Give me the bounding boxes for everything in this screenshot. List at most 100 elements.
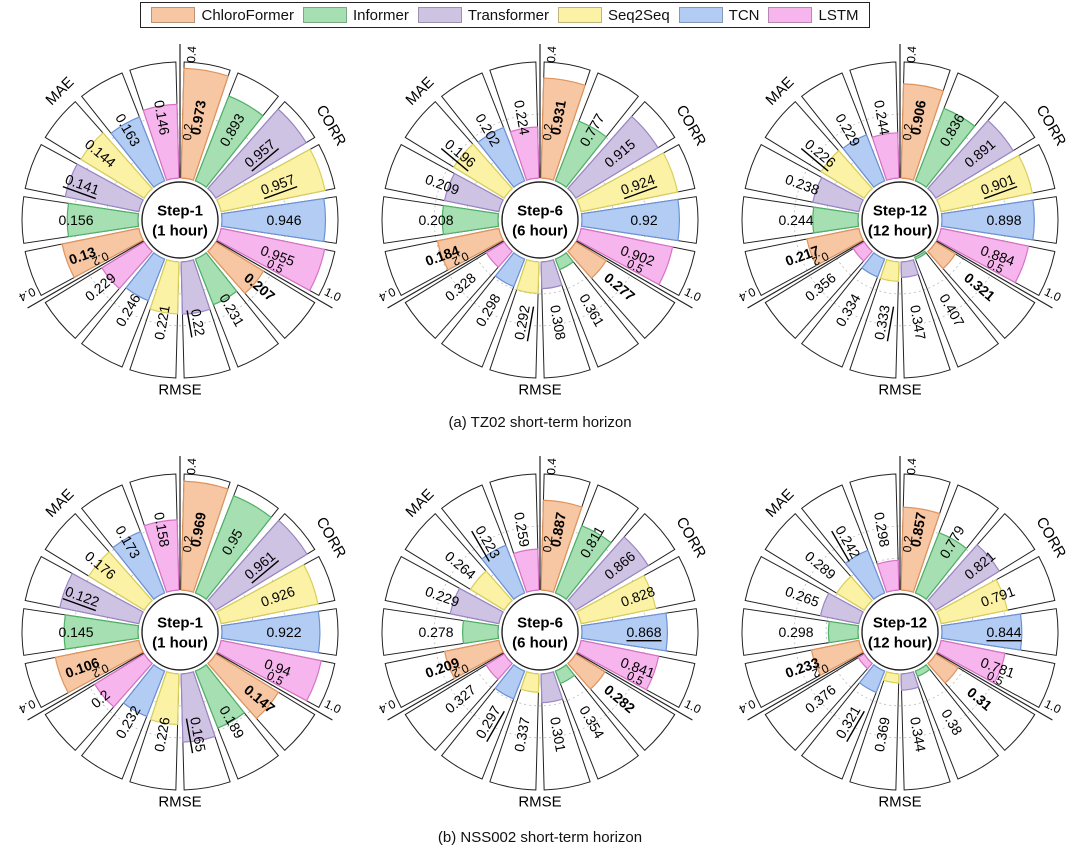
corr-bar bbox=[566, 115, 659, 199]
rmse-bar bbox=[861, 252, 886, 278]
mae-bar bbox=[827, 620, 860, 644]
legend-item: ChloroFormer bbox=[151, 7, 294, 24]
corr-bar bbox=[206, 108, 308, 199]
corr-bar bbox=[216, 563, 319, 625]
rmse-bar bbox=[206, 653, 280, 720]
rmse-bar bbox=[149, 671, 180, 726]
corr-bar bbox=[216, 227, 326, 292]
rmse-value-label: 0.344 bbox=[907, 716, 929, 753]
corr-bar bbox=[936, 639, 1006, 684]
corr-tick-label: 1.0 bbox=[322, 697, 343, 717]
corr-bar bbox=[926, 543, 1001, 611]
rmse-value-label: 0.277 bbox=[601, 269, 638, 304]
mae-bar bbox=[87, 551, 154, 611]
mae-bar bbox=[59, 572, 144, 625]
mae-bar bbox=[820, 149, 874, 199]
corr-bar bbox=[900, 506, 941, 593]
rmse-bar bbox=[914, 664, 931, 678]
corr-axis-label: CORR bbox=[673, 514, 710, 561]
rmse-bar bbox=[566, 241, 608, 280]
mae-bar bbox=[443, 639, 504, 680]
corr-tick-label: 0.5 bbox=[265, 668, 286, 688]
step-hours-label: (6 hour) bbox=[512, 635, 568, 652]
mae-bar bbox=[835, 575, 874, 611]
corr-bar bbox=[576, 639, 660, 691]
mae-bar bbox=[876, 559, 900, 593]
step-hours-label: (6 hour) bbox=[512, 223, 568, 240]
mae-bar bbox=[54, 639, 144, 694]
sector-divider bbox=[747, 652, 864, 721]
mae-bar bbox=[452, 143, 514, 199]
rmse-bar bbox=[900, 259, 919, 278]
legend-swatch bbox=[417, 7, 462, 23]
mae-bar bbox=[509, 126, 540, 181]
mae-bar bbox=[441, 204, 500, 236]
mae-value-label: 0.224 bbox=[511, 99, 533, 136]
step-hours-label: (1 hour) bbox=[152, 223, 208, 240]
rmse-bar bbox=[554, 252, 575, 271]
center-circle bbox=[861, 593, 939, 671]
corr-tick-label: 0.5 bbox=[985, 256, 1006, 276]
rmse-bar bbox=[857, 653, 874, 670]
center-circle bbox=[141, 181, 219, 259]
rmse-tick-label: 0.4 bbox=[736, 697, 757, 717]
rmse-tick-label: 0.2 bbox=[810, 661, 831, 681]
rmse-bar bbox=[206, 241, 265, 295]
mae-value-label: 0.156 bbox=[58, 212, 93, 228]
corr-tick-label: 1.0 bbox=[322, 285, 343, 305]
mae-bar bbox=[142, 103, 180, 181]
corr-bar bbox=[940, 613, 1023, 651]
step-hours-label: (1 hour) bbox=[152, 635, 208, 652]
corr-bar bbox=[580, 198, 680, 242]
rmse-bar bbox=[852, 241, 874, 262]
legend-label: ChloroFormer bbox=[201, 6, 295, 24]
mae-tick-label: 0.2 bbox=[180, 535, 195, 553]
mae-value-label: 0.259 bbox=[511, 511, 533, 548]
rmse-bar bbox=[122, 664, 166, 718]
rmse-bar bbox=[194, 664, 246, 729]
corr-value-label: 0.844 bbox=[986, 624, 1021, 640]
rmse-bar bbox=[149, 259, 180, 315]
rmse-axis-label: RMSE bbox=[518, 794, 561, 811]
rmse-value-label: 0.321 bbox=[961, 269, 998, 304]
mae-bar bbox=[462, 619, 500, 645]
mae-bar bbox=[812, 176, 864, 213]
mae-value-label: 0.244 bbox=[778, 212, 813, 228]
mae-tick-label: 0.4 bbox=[904, 457, 919, 475]
rmse-bar bbox=[554, 664, 576, 685]
legend-item: Transformer bbox=[417, 7, 549, 24]
mae-tick-label: 0.2 bbox=[900, 123, 915, 141]
corr-bar bbox=[936, 227, 1030, 284]
corr-axis-label: CORR bbox=[1033, 102, 1070, 149]
caption-a: (a) TZ02 short-term horizon bbox=[448, 414, 632, 431]
mae-axis-label: MAE bbox=[42, 74, 77, 109]
rmse-bar bbox=[566, 653, 606, 690]
corr-bar bbox=[540, 499, 583, 593]
mae-bar bbox=[819, 592, 864, 625]
corr-value-label: 0.973 bbox=[187, 99, 209, 136]
step-label: Step-12 bbox=[873, 203, 927, 220]
center-circle bbox=[141, 593, 219, 671]
rmse-value-label: 0.337 bbox=[511, 716, 533, 753]
mae-value-label: 0.229 bbox=[423, 583, 462, 610]
rmse-bar bbox=[194, 252, 238, 306]
step-label: Step-1 bbox=[157, 203, 203, 220]
corr-bar bbox=[914, 107, 976, 188]
corr-value-label: 0.887 bbox=[547, 511, 569, 548]
mae-value-label: 0.145 bbox=[58, 624, 93, 640]
mae-bar bbox=[112, 530, 166, 600]
mae-bar bbox=[143, 519, 180, 593]
rmse-tick-label: 0.4 bbox=[376, 285, 397, 305]
sector-divider bbox=[576, 240, 693, 309]
rmse-bar bbox=[485, 653, 514, 681]
sector-divider bbox=[216, 240, 333, 309]
mae-bar bbox=[80, 132, 154, 199]
sector-divider bbox=[387, 240, 504, 309]
rmse-value-label: 0.356 bbox=[802, 269, 839, 304]
step-label: Step-6 bbox=[517, 615, 563, 632]
legend-swatch bbox=[557, 7, 602, 23]
corr-value-label: 0.922 bbox=[266, 624, 301, 640]
